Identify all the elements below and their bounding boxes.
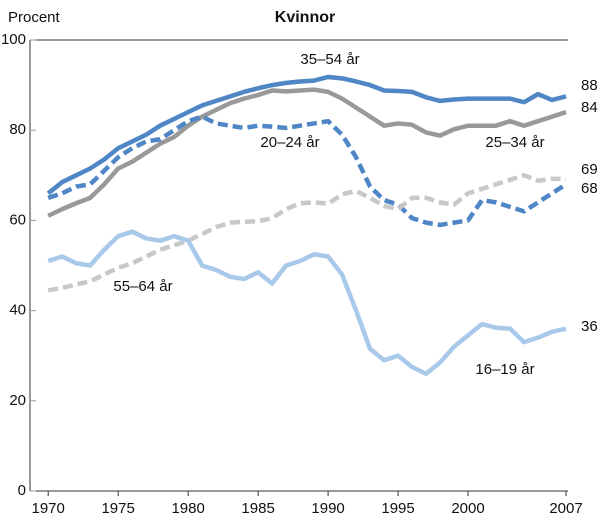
series-label: 55–64 år (113, 278, 172, 295)
line-series (47, 173, 566, 293)
series-label: 20–24 år (260, 134, 319, 151)
end-label: 84 (581, 99, 598, 116)
y-tick-label: 100 (1, 31, 26, 48)
end-label: 88 (581, 77, 598, 94)
x-tick-label: 2007 (549, 500, 582, 517)
y-tick-label: 0 (18, 482, 26, 499)
line-series (47, 87, 567, 218)
series-label: 35–54 år (300, 51, 359, 68)
x-tick-label: 1980 (171, 500, 204, 517)
end-label: 69 (581, 161, 598, 178)
x-tick-label: 2000 (451, 500, 484, 517)
y-tick-label: 40 (9, 302, 26, 319)
x-tick-label: 1990 (311, 500, 344, 517)
y-tick-label: 80 (9, 121, 26, 138)
line-series (47, 114, 568, 228)
line-series (47, 229, 567, 376)
y-tick-label: 60 (9, 211, 26, 228)
x-tick-label: 1975 (101, 500, 134, 517)
end-label: 68 (581, 180, 598, 197)
chart-title: Kvinnor (275, 9, 335, 26)
x-tick-label: 1995 (381, 500, 414, 517)
x-tick-label: 1970 (32, 500, 65, 517)
series-label: 25–34 år (485, 134, 544, 151)
series-label: 16–19 år (475, 361, 534, 378)
end-label: 36 (581, 318, 598, 335)
y-axis-label: Procent (8, 9, 61, 26)
line-series (46, 74, 567, 196)
x-tick-label: 1985 (241, 500, 274, 517)
y-tick-label: 20 (9, 392, 26, 409)
